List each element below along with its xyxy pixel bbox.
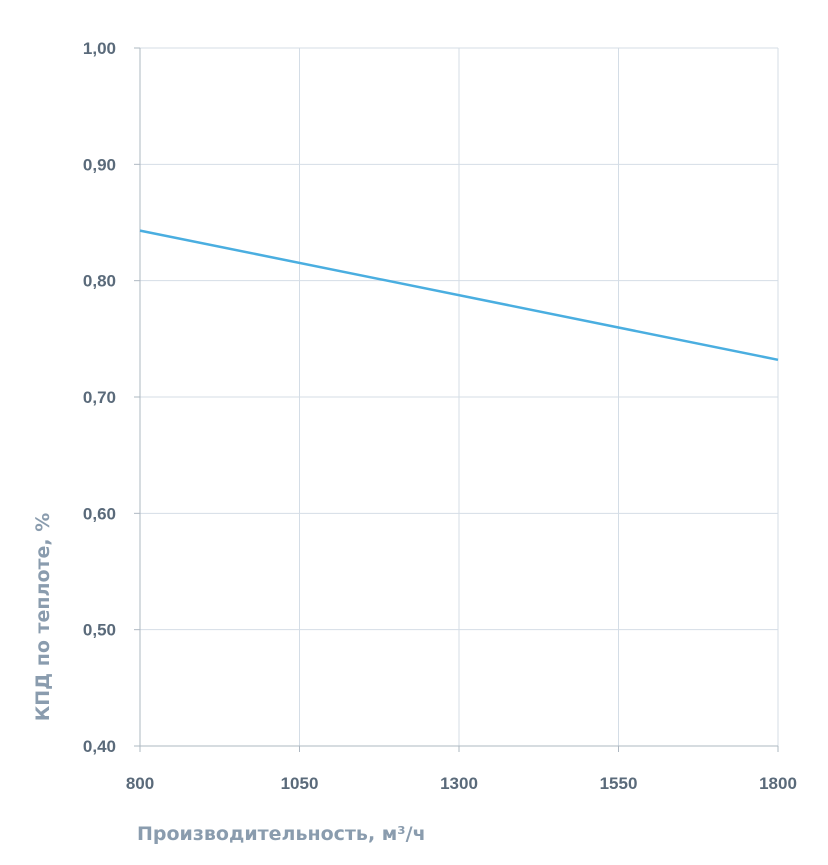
y-tick-label: 0,40 — [83, 737, 116, 756]
y-tick-label: 1,00 — [83, 39, 116, 58]
y-tick-label: 0,60 — [83, 504, 116, 523]
x-tick-label: 1050 — [281, 774, 319, 793]
x-axis-title: Производительность, м³/ч — [137, 823, 426, 845]
x-tick-labels: 800 1050 1300 1550 1800 — [126, 746, 797, 793]
y-tick-label: 0,50 — [83, 621, 116, 640]
y-tick-label: 0,70 — [83, 388, 116, 407]
x-tick-label: 1550 — [600, 774, 638, 793]
x-tick-label: 1300 — [440, 774, 478, 793]
x-tick-label: 800 — [126, 774, 154, 793]
grid — [140, 47, 779, 746]
y-tick-labels: 0,40 0,50 0,60 0,70 0,80 0,90 1,00 — [83, 39, 140, 756]
y-tick-label: 0,90 — [83, 155, 116, 174]
x-tick-label: 1800 — [759, 774, 797, 793]
series-line — [139, 229, 779, 362]
y-axis-title: КПД по теплоте, % — [32, 513, 54, 722]
series-group — [139, 229, 779, 362]
y-tick-label: 0,80 — [83, 272, 116, 291]
